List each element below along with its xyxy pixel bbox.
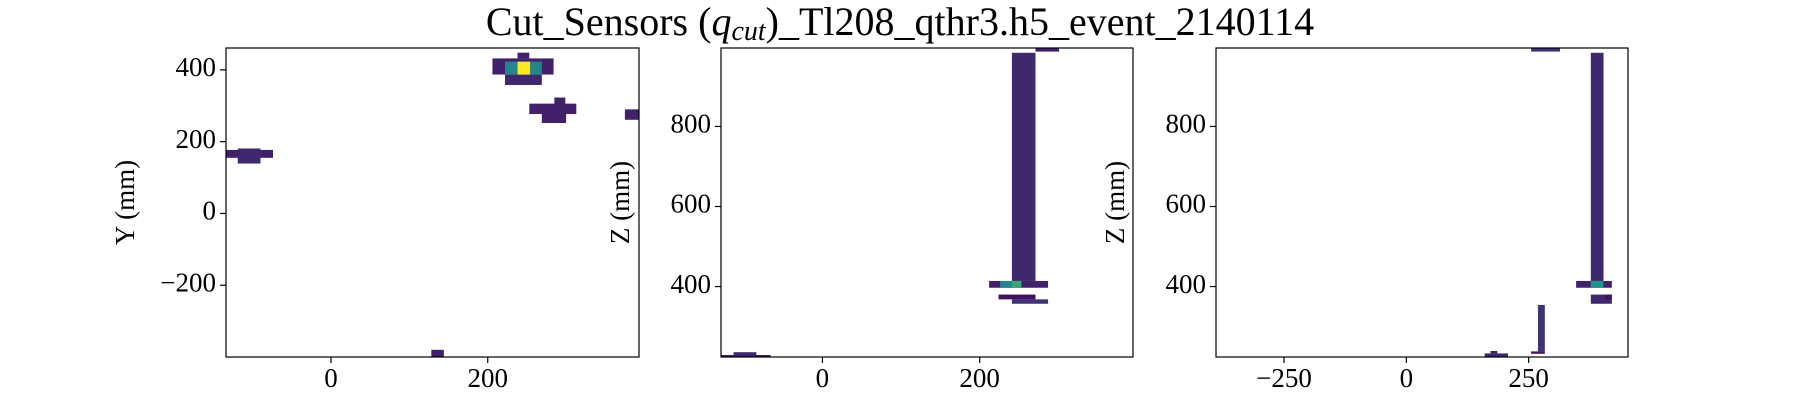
heatmap-cell: [1537, 304, 1545, 352]
x-tick-label: 0: [816, 363, 830, 393]
axes-frame: [225, 47, 640, 358]
heatmap-cell: [1531, 351, 1545, 354]
heatmap-cell: [1490, 350, 1498, 354]
title-part: q: [711, 0, 731, 44]
y-axis-label: Y (mm): [110, 160, 140, 245]
x-tick-label: −250: [1256, 363, 1312, 393]
heatmap-cell: [1011, 299, 1049, 304]
axes-frame: [720, 47, 1134, 358]
heatmap-cell: [1590, 280, 1604, 288]
heatmap-cell: [1590, 52, 1604, 281]
heatmap-cell: [517, 61, 531, 75]
title-part: )_Tl208_qthr3.h5_event_2140114: [766, 0, 1314, 44]
x-tick-label: 200: [959, 363, 1000, 393]
plot-area: [1216, 48, 1628, 357]
heatmap-cell: [1000, 280, 1022, 288]
plot-area: [226, 48, 639, 357]
x-tick-label: 200: [467, 363, 508, 393]
x-tick-label: 250: [1508, 363, 1549, 393]
heatmap-cell: [541, 112, 567, 124]
y-tick-label: −200: [160, 267, 216, 297]
figure-title: Cut_Sensors (qcut)_Tl208_qthr3.h5_event_…: [486, 0, 1314, 47]
heatmap-cell: [1011, 280, 1022, 288]
y-tick-label: 600: [671, 189, 712, 219]
x-tick-label: 0: [1400, 363, 1414, 393]
heatmap-cell: [504, 74, 542, 85]
heatmap-cell: [998, 294, 1036, 300]
x-tick-label: 0: [324, 363, 338, 393]
heatmap-cell: [1484, 353, 1509, 357]
heatmap-cell: [431, 349, 444, 357]
heatmap-cell: [1590, 294, 1612, 304]
panel: 0 200 −200 0 200 400 Y (mm): [110, 47, 640, 393]
y-tick-label: 600: [1166, 189, 1207, 219]
axes-frame: [1215, 47, 1629, 358]
y-tick-label: 400: [671, 269, 712, 299]
title-part: Cut_Sensors (: [486, 0, 712, 44]
heatmap-cell: [517, 52, 530, 59]
heatmap-cell: [1035, 48, 1060, 52]
y-axis-label: Z (mm): [1100, 161, 1130, 244]
y-tick-label: 400: [1166, 269, 1207, 299]
y-axis-label: Z (mm): [605, 161, 635, 244]
title-part: cut: [731, 16, 766, 47]
heatmap-cell: [237, 148, 261, 164]
heatmap-cell: [554, 97, 566, 105]
heatmap-cell: [733, 352, 757, 357]
y-tick-label: 200: [176, 124, 217, 154]
heatmap-cell: [529, 103, 577, 115]
heatmap-cell: [1605, 294, 1612, 300]
heatmap-cell: [624, 109, 639, 120]
panel: 0 200 400 600 800 Z (mm): [605, 47, 1134, 393]
plot-area: [721, 48, 1133, 357]
y-tick-label: 400: [176, 52, 217, 82]
heatmap-cell: [721, 354, 771, 357]
y-tick-label: 800: [1166, 109, 1207, 139]
panel: −250 0 250 400 600 800 Z (mm): [1100, 47, 1629, 393]
y-tick-label: 0: [203, 196, 217, 226]
heatmap-cell: [1011, 52, 1036, 281]
heatmap-cell: [1531, 48, 1560, 52]
y-tick-label: 800: [671, 109, 712, 139]
